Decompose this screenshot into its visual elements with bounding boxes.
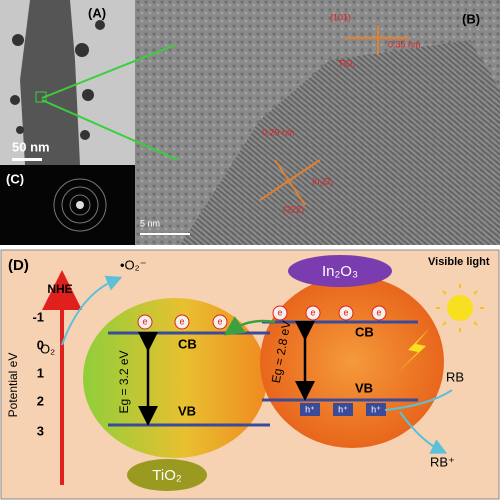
- oxidation-arrow: [399, 411, 448, 454]
- plane-phase: TiO₂: [338, 58, 356, 68]
- in2o3-name: In₂O₃: [322, 263, 358, 280]
- axis-tick: 1: [37, 365, 44, 380]
- nanorod: [20, 0, 80, 165]
- axis-title: Potential eV: [6, 353, 20, 418]
- diffraction-rings: [53, 178, 107, 232]
- saed-image: [0, 165, 135, 245]
- oxidation-path: [384, 389, 453, 411]
- electron-label: e: [217, 316, 222, 326]
- gap-label: Eg = 3.2 eV: [117, 350, 131, 413]
- tio2-particle: [83, 298, 267, 458]
- electron-label: e: [277, 307, 282, 317]
- scale-label: 5 nm: [140, 218, 160, 228]
- tio2-badge: [127, 459, 207, 491]
- particles: [10, 20, 105, 140]
- panel-label: (A): [88, 5, 106, 20]
- in2o3-particle: [260, 276, 444, 448]
- plane-hkl: (101): [330, 12, 351, 22]
- electron-label: e: [343, 307, 348, 317]
- electrons: [137, 305, 387, 330]
- plane-markers: [259, 25, 410, 206]
- electron-label: e: [179, 316, 184, 326]
- panel-label: (D): [8, 257, 29, 274]
- electron-label: e: [310, 307, 315, 317]
- scale-label: 50 nm: [12, 139, 50, 154]
- band-label: VB: [355, 380, 373, 395]
- light-label: Visible light: [428, 256, 490, 268]
- gap-arrows: [138, 321, 315, 426]
- dye-label: RB: [446, 369, 464, 384]
- transfer-arrow: [223, 316, 276, 336]
- electron-label: e: [142, 316, 147, 326]
- band-label: VB: [178, 403, 196, 418]
- holes: [300, 403, 386, 416]
- dye-oxidized-label: RB⁺: [430, 454, 455, 469]
- reference-label: NHE: [47, 282, 72, 296]
- sun: [436, 284, 484, 332]
- lattice-fringes: [180, 40, 500, 245]
- band-label: CB: [178, 336, 197, 351]
- band-label: CB: [355, 324, 374, 339]
- hole-label: h⁺: [305, 404, 315, 414]
- plane-phase: In₂O₃: [312, 176, 334, 186]
- hole-label: h⁺: [338, 404, 348, 414]
- plane-spacing: 0.29 nm: [262, 127, 295, 137]
- reduction-arrow: [61, 275, 123, 346]
- panel-label: (B): [462, 11, 480, 26]
- lightning: [398, 328, 430, 372]
- plane-hkl: (222): [283, 204, 304, 214]
- axis-tick: 0: [37, 337, 44, 352]
- central-spot: [76, 201, 84, 209]
- plane-spacing: 0.35 nm: [388, 39, 421, 49]
- tio2-name: TiO₂: [152, 467, 182, 484]
- panel-label: (C): [6, 171, 24, 186]
- oxygen-label: O₂: [40, 341, 55, 356]
- axis-tick: 3: [37, 423, 44, 438]
- axis-tick: -1: [32, 309, 44, 324]
- zoom-lines: [41, 44, 179, 161]
- electron-label: e: [376, 307, 381, 317]
- scale-bar: [12, 158, 42, 161]
- hole-label: h⁺: [371, 404, 381, 414]
- axis-tick: 2: [37, 393, 44, 408]
- in2o3-badge: [288, 255, 392, 287]
- zoom-box: [35, 91, 47, 103]
- superoxide-label: •O₂⁻: [120, 257, 147, 272]
- scale-bar: [140, 233, 190, 235]
